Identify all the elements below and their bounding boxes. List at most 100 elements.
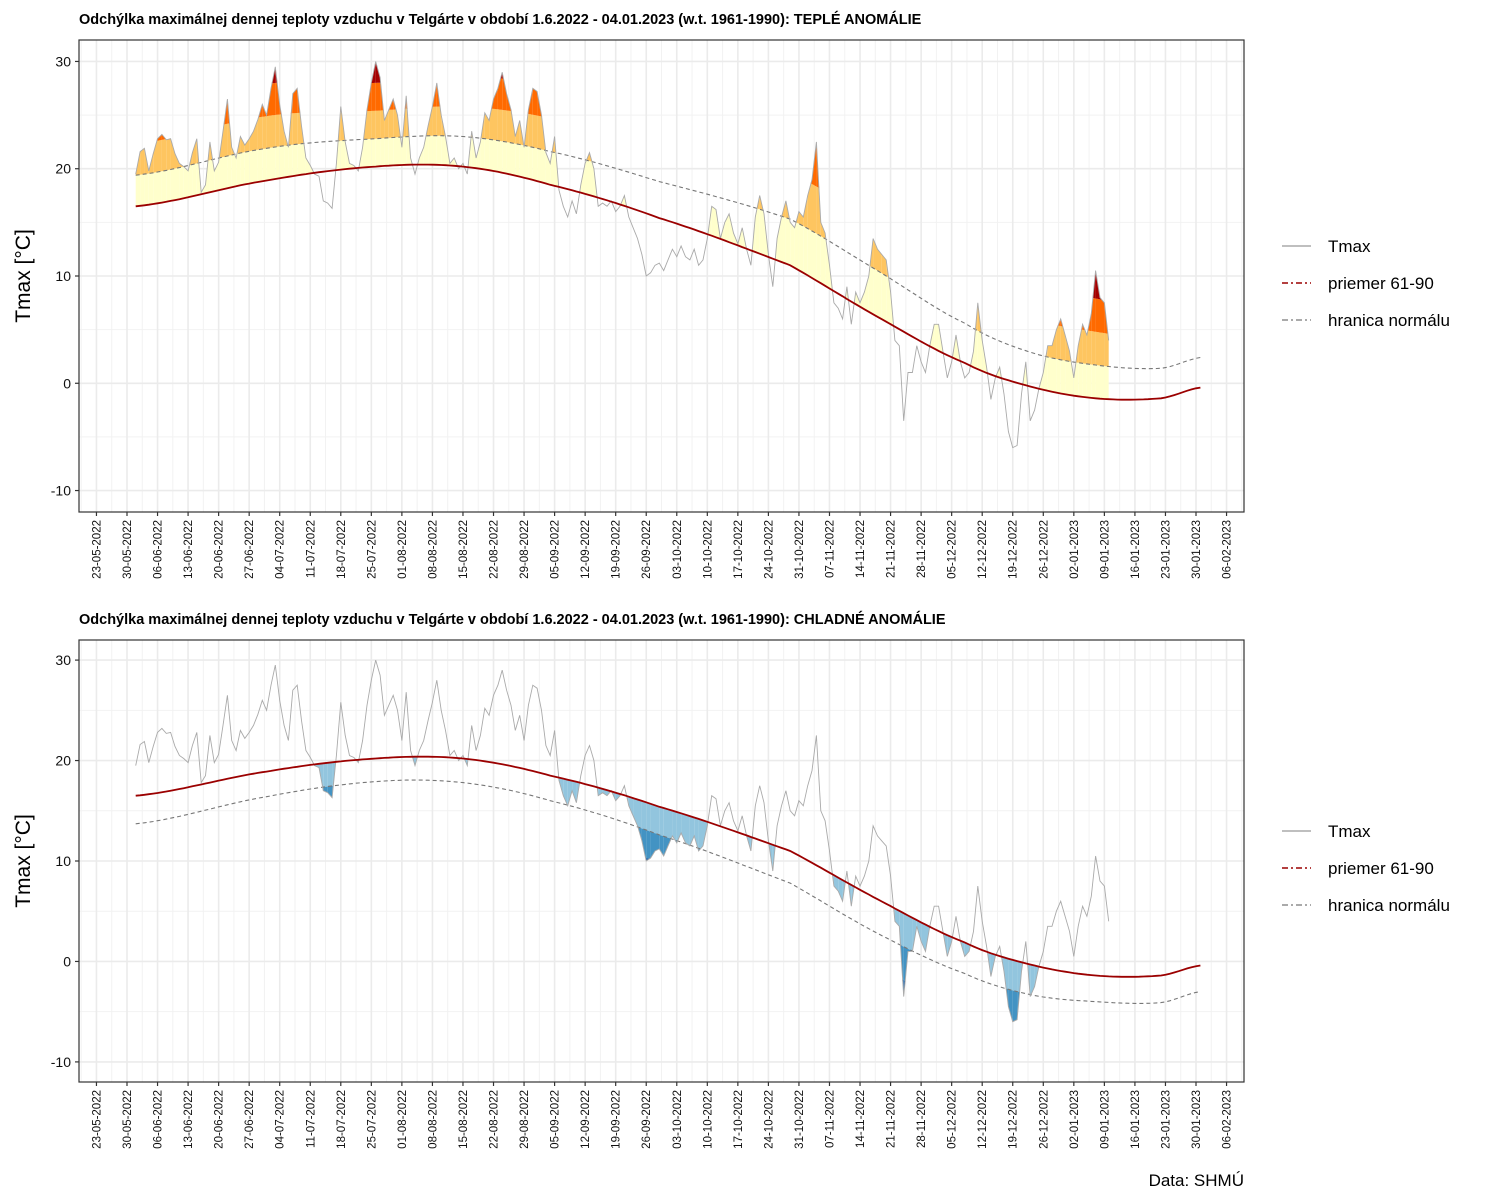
warm-anomaly-band-1	[454, 158, 459, 167]
warm-anomaly-band-3	[493, 88, 498, 110]
warm-anomaly-band-1	[785, 217, 791, 266]
x-tick-label: 21-11-2022	[886, 1090, 898, 1148]
x-tick-label: 12-12-2022	[977, 1090, 989, 1149]
warm-anomaly-band-1	[135, 174, 141, 207]
warm-anomaly-band-2	[1082, 329, 1087, 364]
warm-anomaly-band-1	[153, 172, 158, 204]
warm-anomaly-band-2	[589, 152, 594, 163]
warm-anomaly-band-1	[593, 168, 599, 198]
warm-anomaly-band-3	[1104, 302, 1109, 334]
legend-label-tmax: Tmax	[1328, 237, 1371, 256]
warm-anomaly-band-1	[528, 146, 533, 180]
y-tick-label: -10	[51, 483, 71, 499]
warm-anomaly-band-1	[175, 167, 180, 201]
warm-anomaly-band-1	[781, 216, 786, 264]
x-tick-label: 17-10-2022	[733, 1090, 745, 1149]
cold-anomaly-band-1	[646, 802, 651, 832]
warm-anomaly-band-2	[140, 148, 145, 175]
warm-anomaly-band-2	[175, 153, 180, 169]
cold-anomaly-band-2	[646, 830, 651, 859]
warm-anomaly-band-2	[506, 110, 511, 143]
x-tick-label: 23-05-2022	[91, 1090, 103, 1149]
x-tick-label: 14-11-2022	[855, 520, 867, 578]
warm-anomaly-band-2	[803, 195, 808, 229]
warm-anomaly-band-3	[297, 88, 302, 113]
x-tick-label: 18-07-2022	[336, 1090, 348, 1149]
cold-anomaly-band-1	[650, 803, 655, 834]
warm-anomaly-band-1	[188, 164, 193, 198]
cold-anomaly-band-1	[694, 817, 699, 849]
x-tick-label: 15-08-2022	[458, 1090, 470, 1149]
cold-anomaly-band-1	[772, 844, 778, 871]
x-tick-label: 09-01-2023	[1099, 520, 1111, 579]
warm-anomaly-band-3	[532, 88, 538, 116]
cold-anomaly-band-1	[1004, 957, 1009, 990]
cold-anomaly-band-1	[698, 818, 703, 849]
warm-anomaly-band-1	[812, 231, 817, 281]
cold-anomaly-band-1	[842, 880, 847, 902]
warm-anomaly-band-3	[271, 83, 276, 116]
warm-anomaly-band-1	[192, 163, 197, 197]
cold-anomaly-band-1	[681, 813, 686, 843]
x-tick-label: 07-11-2022	[824, 520, 836, 578]
x-tick-label: 20-06-2022	[214, 520, 226, 579]
warm-anomaly-band-2	[881, 254, 887, 276]
cold-anomaly-band-1	[410, 756, 415, 766]
warm-anomaly-band-1	[585, 160, 590, 196]
anomaly-fills	[135, 46, 1109, 400]
warm-anomaly-band-1	[288, 144, 293, 177]
warm-anomaly-band-3	[393, 99, 398, 110]
warm-anomaly-band-2	[497, 109, 503, 142]
cold-anomaly-band-2	[1017, 991, 1022, 1020]
legend-label-bound: hranica normálu	[1328, 311, 1450, 330]
warm-anomaly-band-1	[790, 222, 795, 268]
tmax-line	[135, 659, 1110, 1023]
cold-anomaly-band-1	[415, 756, 420, 766]
warm-anomaly-band-1	[275, 146, 280, 179]
y-tick-label: 20	[55, 161, 71, 177]
cold-anomaly-band-1	[655, 805, 660, 835]
x-tick-label: 12-12-2022	[977, 520, 989, 579]
warm-anomaly-band-2	[973, 302, 978, 331]
warm-anomaly-band-2	[157, 139, 162, 172]
warm-anomaly-band-2	[1047, 345, 1052, 358]
warm-anomaly-band-3	[502, 78, 507, 111]
warm-anomaly-band-2	[249, 131, 254, 152]
warm-anomaly-band-1	[148, 172, 154, 205]
chart-title: Odchýlka maximálnej dennej teploty vzduc…	[79, 11, 922, 28]
x-tick-label: 05-09-2022	[550, 520, 562, 579]
warm-anomaly-band-1	[711, 206, 716, 238]
cold-anomaly-band-1	[894, 908, 900, 927]
warm-anomaly-band-1	[506, 142, 511, 175]
warm-anomaly-band-1	[157, 171, 162, 204]
cold-anomaly-band-1	[1025, 963, 1031, 995]
grid	[79, 640, 1244, 1082]
y-tick-label: -10	[51, 1054, 71, 1070]
warm-anomaly-band-1	[227, 155, 232, 189]
warm-anomaly-band-1	[183, 166, 189, 199]
warm-anomaly-band-2	[1086, 330, 1092, 365]
warm-anomaly-band-1	[489, 139, 494, 171]
cold-anomaly-band-1	[1012, 959, 1018, 992]
warm-anomaly-band-1	[179, 166, 184, 200]
cold-anomaly-band-1	[942, 933, 948, 957]
x-tick-label: 08-08-2022	[427, 1090, 439, 1149]
warm-anomaly-band-1	[497, 140, 503, 173]
cold-anomaly-panel: Odchýlka maximálnej dennej teploty vzduc…	[12, 611, 1450, 1149]
cold-anomaly-band-1	[567, 779, 573, 806]
x-tick-label: 12-09-2022	[580, 1090, 592, 1149]
warm-anomaly-band-2	[192, 138, 197, 165]
cold-anomaly-band-1	[672, 810, 677, 841]
warm-anomaly-band-1	[393, 137, 398, 166]
warm-anomaly-band-2	[807, 183, 812, 231]
warm-anomaly-band-3	[1060, 318, 1066, 327]
warm-anomaly-band-1	[305, 158, 311, 175]
warm-anomaly-band-2	[537, 115, 542, 150]
cold-anomaly-band-1	[838, 877, 843, 902]
warm-anomaly-band-2	[511, 111, 516, 144]
warm-anomaly-band-1	[236, 153, 241, 187]
x-tick-label: 01-08-2022	[397, 1090, 409, 1149]
warm-anomaly-band-1	[881, 273, 887, 322]
warm-anomaly-band-1	[362, 139, 367, 168]
